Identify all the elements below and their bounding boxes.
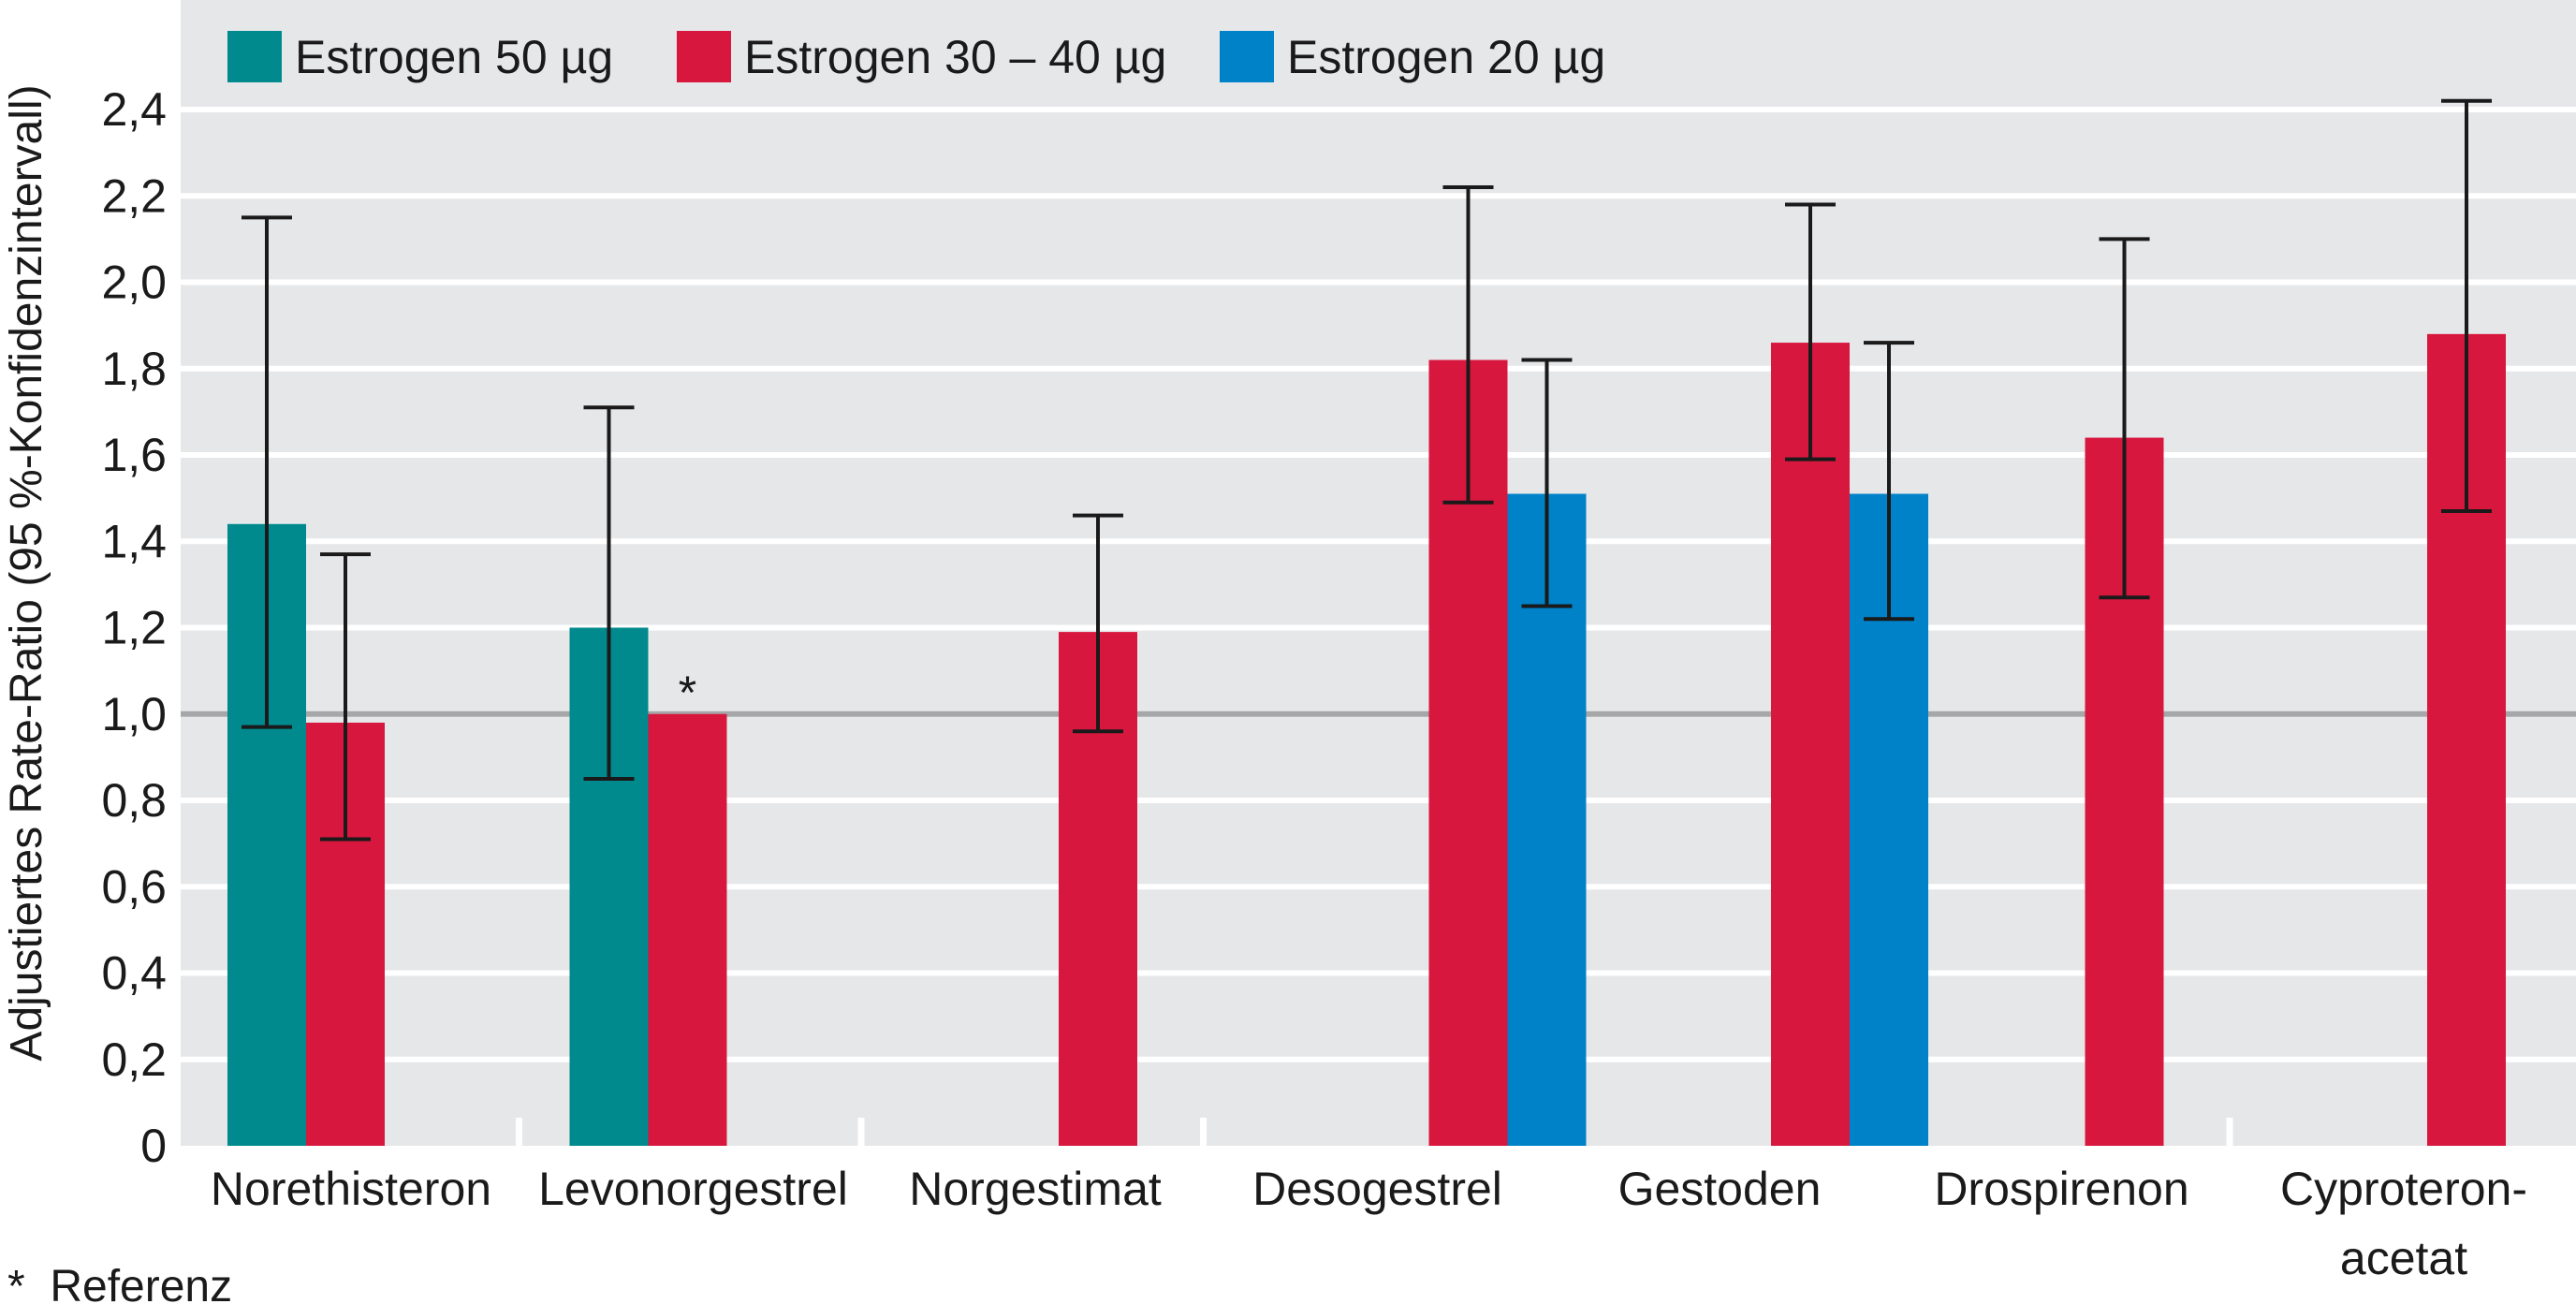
y-tick-label: 1,0: [101, 688, 167, 740]
category-label: acetat: [2340, 1232, 2467, 1284]
y-tick-labels: 0 0,2 0,4 0,6 0,8 1,0 1,2 1,4 1,6 1,8 2,0 2,2 2,4: [101, 83, 167, 1172]
legend-label: Estrogen 30 – 40 µg: [744, 31, 1166, 83]
y-tick-label: 1,2: [101, 602, 167, 654]
category-label: Drospirenon: [1934, 1163, 2188, 1215]
bar: [648, 713, 727, 1146]
y-tick-label: 0,6: [101, 860, 167, 913]
legend-label: Estrogen 50 µg: [295, 31, 613, 83]
footnote: * Referenz: [7, 1262, 232, 1304]
category-label: Gestoden: [1618, 1163, 1822, 1215]
category-label: Desogestrel: [1252, 1163, 1502, 1215]
y-tick-label: 0: [140, 1120, 167, 1172]
category-label: Cyproteron-: [2280, 1163, 2527, 1215]
legend-swatch: [227, 31, 282, 82]
legend-swatch: [1220, 31, 1274, 82]
y-tick-label: 1,4: [101, 515, 167, 567]
category-label: Norethisteron: [211, 1163, 491, 1215]
category-label: Norgestimat: [909, 1163, 1162, 1215]
y-tick-label: 0,2: [101, 1033, 167, 1086]
y-tick-label: 0,4: [101, 947, 167, 1000]
legend-swatch: [677, 31, 731, 82]
reference-markers: *: [679, 667, 696, 719]
category-label: Levonorgestrel: [538, 1163, 848, 1215]
y-tick-label: 0,8: [101, 774, 167, 827]
reference-marker: *: [679, 667, 696, 719]
y-tick-label: 2,0: [101, 256, 167, 309]
y-tick-label: 1,6: [101, 429, 167, 481]
y-axis-title: Adjustiertes Rate-Ratio (95 %-Konfidenzi…: [2, 84, 51, 1061]
y-tick-label: 1,8: [101, 343, 167, 395]
legend-label: Estrogen 20 µg: [1287, 31, 1605, 83]
y-tick-label: 2,4: [101, 83, 167, 136]
bar: [1771, 343, 1850, 1146]
error-bars: [242, 98, 2492, 842]
legend: Estrogen 50 µg Estrogen 30 – 40 µg Estroge…: [227, 31, 1605, 83]
bars: [227, 333, 2506, 1147]
y-tick-label: 2,2: [101, 169, 167, 222]
x-category-labels: Norethisteron Levonorgestrel Norgestimat De…: [211, 1163, 2527, 1284]
